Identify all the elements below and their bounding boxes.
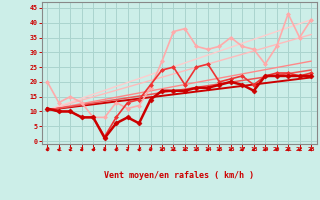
X-axis label: Vent moyen/en rafales ( km/h ): Vent moyen/en rafales ( km/h )	[104, 171, 254, 180]
